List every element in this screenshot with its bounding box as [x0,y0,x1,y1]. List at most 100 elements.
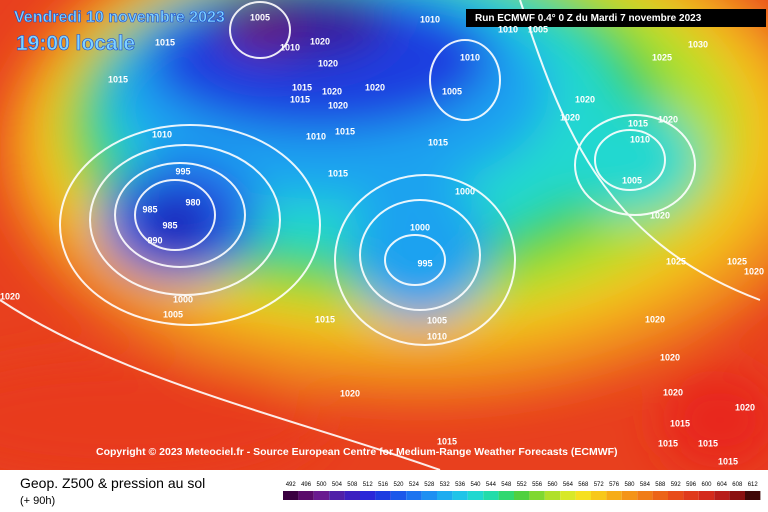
isobar-label: 1025 [666,256,686,266]
isobar-label: 1010 [460,52,480,62]
scale-label: 552 [517,482,528,488]
isobar-label: 1010 [420,14,440,24]
scale-swatch [498,491,514,500]
scale-swatch [329,491,345,500]
pressure-labels: 1005101010201020101510151020102010201015… [0,12,764,466]
forecast-time: 19:00 locale [16,32,135,55]
scale-label: 532 [440,482,451,488]
scale-label: 564 [563,482,574,488]
isobar-label: 1000 [455,186,475,196]
isobar-label: 980 [185,197,200,207]
isobar-label: 1020 [575,94,595,104]
scale-swatch [698,491,715,500]
scale-swatch [683,491,699,500]
scale-swatch [606,491,622,500]
scale-swatch [514,491,530,500]
isobar-label: 1010 [498,24,518,34]
isobar-label: 1020 [0,291,20,301]
isobar-label: 1020 [340,388,360,398]
isobar-label: 1020 [310,36,330,46]
isobar-label: 1020 [328,100,348,110]
isobar-label: 1020 [658,114,678,124]
isobar-label: 1020 [744,266,764,276]
scale-swatch [575,491,591,500]
isobar-label: 1015 [315,314,335,324]
isobar-label: 1015 [292,82,312,92]
isobar-label: 1005 [427,315,447,325]
forecast-date: Vendredi 10 novembre 2023 [14,9,225,26]
scale-swatch [529,491,545,500]
isobar-label: 1020 [663,387,683,397]
scale-label: 508 [347,482,358,488]
scale-label: 492 [286,482,297,488]
isobar-label: 1020 [660,352,680,362]
scale-swatch [298,491,314,500]
scale-swatch [652,491,668,500]
isobar-label: 1010 [306,131,326,141]
scale-label: 512 [363,482,374,488]
scale-label: 608 [732,482,743,488]
scale-label: 596 [686,482,697,488]
isobar-label: 1005 [442,86,462,96]
scale-label: 496 [301,482,312,488]
isobar-label: 1015 [670,418,690,428]
isobar-label: 1010 [630,134,650,144]
isobar-label: 1015 [335,126,355,136]
scale-swatch [375,491,391,500]
isobar-label: 1015 [698,438,718,448]
scale-swatch [437,491,453,500]
scale-label: 604 [717,482,728,488]
scale-swatch [621,491,638,500]
scale-swatch [483,491,499,500]
scale-swatch [560,491,576,500]
isobar-label: 995 [417,258,432,268]
isobar-label: 1010 [280,42,300,52]
isobar-label: 1015 [108,74,128,84]
scale-label: 504 [332,482,343,488]
scale-swatch [467,491,484,500]
isobar-label: 990 [147,235,162,245]
isobar-label: 1020 [650,210,670,220]
isobar-label: 1020 [560,112,580,122]
isobar-label: 1000 [173,294,193,304]
scale-label: 560 [547,482,558,488]
scale-label: 592 [671,482,682,488]
scale-swatch [406,491,422,500]
color-scale: 492 496 500 504 508 512 516 520 524 528 532 536 540 5… [283,482,761,500]
isobar-label: 1015 [437,436,457,446]
run-box [466,9,766,27]
copyright: Copyright © 2023 Meteociel.fr - Source E… [96,446,618,458]
scale-swatch [421,491,437,500]
legend-title: Geop. Z500 & pression au sol [20,475,205,491]
isobar-label: 1010 [427,331,447,341]
isobar-label: 1005 [163,309,183,319]
isobar-label: 1020 [322,86,342,96]
isobar-label: 1010 [152,129,172,139]
scale-swatch [452,491,468,500]
isobar-label: 1015 [628,118,648,128]
scale-label: 576 [609,482,620,488]
scale-label: 572 [594,482,605,488]
legend-lead: (+ 90h) [20,495,55,507]
scale-swatch [745,491,761,500]
scale-label: 520 [393,482,404,488]
scale-label: 544 [486,482,497,488]
isobar-label: 1020 [735,402,755,412]
scale-swatch [283,491,299,500]
isobar-label: 1015 [718,456,738,466]
isobar-label: 1020 [645,314,665,324]
scale-label: 600 [701,482,712,488]
isobar-label: 985 [162,220,177,230]
isobar-label: 1030 [688,39,708,49]
scale-label: 568 [578,482,589,488]
scale-swatch [637,491,653,500]
scale-swatch [544,491,561,500]
scale-label: 584 [640,482,651,488]
scale-swatch [729,491,745,500]
scale-label: 588 [655,482,666,488]
isobar-label: 1000 [410,222,430,232]
scale-swatch [714,491,730,500]
isobar-label: 1015 [658,438,678,448]
